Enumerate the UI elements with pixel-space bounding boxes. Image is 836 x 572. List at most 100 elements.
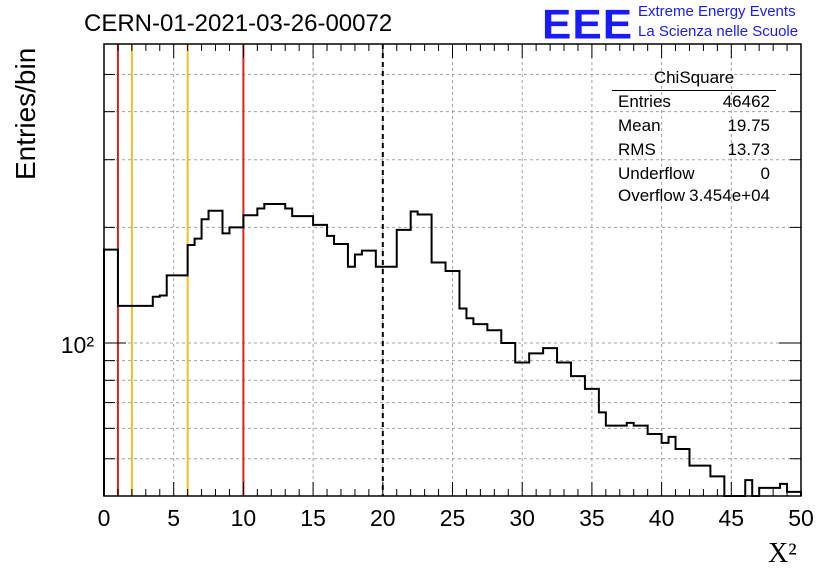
histogram-bin [327, 236, 334, 496]
histogram-bin [578, 376, 585, 496]
histogram-bin [271, 204, 278, 496]
stats-row-mean: Mean 19.75 [618, 116, 770, 138]
histogram-bin [439, 263, 446, 496]
x-tick-label: 45 [719, 505, 745, 531]
stats-row-underflow: Underflow 0 [618, 164, 770, 186]
histogram-bin [362, 251, 369, 496]
histogram-bin [446, 271, 453, 496]
histogram-bin [125, 306, 132, 496]
histogram-bin [648, 434, 655, 496]
histogram-bin [557, 363, 564, 496]
histogram-bin [348, 267, 355, 496]
histogram-bin [459, 309, 466, 496]
histogram-bin [669, 437, 676, 496]
histogram-bin [522, 363, 529, 496]
stats-value: 0 [760, 164, 770, 183]
histogram-bin [501, 343, 508, 496]
histogram-bin [174, 275, 181, 496]
histogram-bin [160, 295, 167, 496]
histogram-outline [103, 203, 802, 497]
histogram-bin [418, 215, 425, 496]
histogram-bin [480, 324, 487, 496]
eee-logo: EEE [542, 1, 634, 48]
histogram-bin [278, 204, 285, 496]
histogram-bin [773, 488, 780, 496]
histogram-bin [181, 275, 188, 496]
histogram-bin [299, 216, 306, 496]
histogram-bin [683, 449, 690, 496]
stats-key: Underflow [618, 164, 695, 183]
histogram-bin [550, 348, 557, 496]
x-tick-label: 25 [440, 505, 466, 531]
histogram-bin [466, 318, 473, 496]
histogram-bin [146, 306, 153, 496]
y-tick-label: 10² [61, 332, 95, 358]
histogram-bin [655, 434, 662, 496]
logo-line-2: La Scienza nelle Scuole [638, 23, 799, 40]
histogram-bin [153, 297, 160, 496]
histogram-bin [411, 211, 418, 496]
histogram-bin [369, 251, 376, 496]
histogram-bin [641, 426, 648, 496]
histogram-bin [780, 484, 787, 496]
histogram-bin [529, 353, 536, 496]
histogram-bin [487, 330, 494, 496]
histogram-bin [703, 466, 710, 496]
histogram-bin [341, 244, 348, 496]
x-tick-label: 5 [167, 505, 180, 531]
histogram-bin [195, 239, 202, 496]
x-tick-label: 50 [788, 505, 814, 531]
stats-key: Overflow [618, 186, 686, 205]
histogram-bin [564, 363, 571, 496]
histogram-bin [236, 227, 243, 496]
stats-row-entries: Entries 46462 [618, 92, 770, 114]
histogram-bin [508, 343, 515, 496]
histogram-bin [571, 376, 578, 496]
histogram-bin [250, 215, 257, 496]
histogram-bin [473, 324, 480, 496]
histogram-bin [320, 225, 327, 496]
logo-line-1: Extreme Energy Events [638, 3, 796, 20]
histogram-bin [355, 254, 362, 496]
histogram-bin [334, 244, 341, 496]
histogram-bin [216, 211, 223, 496]
histogram-bin [222, 233, 229, 496]
histogram-bin [432, 263, 439, 496]
histogram-bin [585, 389, 592, 496]
stats-value: 3.454e+04 [689, 186, 770, 205]
histogram-bin [209, 211, 216, 496]
histogram-bin [634, 426, 641, 496]
histogram-bin [285, 208, 292, 496]
histogram-bin [292, 216, 299, 496]
histogram-bin [543, 348, 550, 496]
histogram-bin [627, 423, 634, 496]
stats-key: Mean [618, 116, 661, 135]
histogram-bin [606, 426, 613, 496]
histogram-bin [425, 215, 432, 496]
chart-title: CERN-01-2021-03-26-00072 [84, 10, 393, 37]
histogram-bin [717, 476, 724, 496]
x-axis-label: X² [768, 538, 797, 569]
histogram-bin [139, 306, 146, 496]
histogram-bin [404, 230, 411, 496]
histogram-bin [306, 216, 313, 496]
histogram-bin [536, 353, 543, 496]
histogram-bin [696, 466, 703, 496]
histogram-bin [515, 363, 522, 496]
stats-title: ChiSquare [612, 68, 776, 91]
x-tick-label: 40 [649, 505, 675, 531]
histogram-bin [243, 215, 250, 496]
histogram-bin [676, 449, 683, 496]
histogram-bin [167, 275, 174, 496]
x-tick-label: 10 [231, 505, 257, 531]
x-tick-label: 30 [509, 505, 535, 531]
histogram-bin [613, 426, 620, 496]
stats-value: 19.75 [727, 116, 770, 135]
histogram-bin [689, 466, 696, 496]
histogram-bin [453, 271, 460, 496]
histogram-bin [132, 306, 139, 496]
histogram-bin [662, 443, 669, 496]
histogram-bin [745, 480, 752, 496]
histogram-bin [494, 330, 501, 496]
